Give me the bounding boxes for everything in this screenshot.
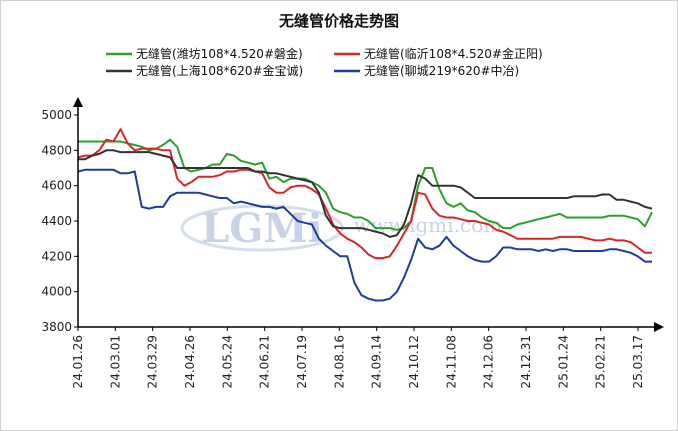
x-tick-label: 24.04.26 [183,335,197,388]
y-tick-label: 5000 [41,108,72,122]
x-tick-label: 24.09.14 [370,335,384,388]
x-tick-label: 24.03.01 [108,335,122,388]
x-tick-label: 24.12.06 [482,335,496,388]
x-tick-label: 24.06.21 [258,335,272,388]
x-tick-label: 25.01.24 [556,335,570,388]
y-tick-label: 4200 [41,249,72,263]
x-axis-ticks: 24.01.26 24.03.01 24.03.29 24.04.26 24.05.24… [71,327,645,388]
legend-label-1: 无缝管(临沂108*4.520#金正阳) [364,46,543,61]
x-tick-label: 24.10.12 [407,335,421,388]
legend-label-2: 无缝管(上海108*620#金宝诚) [136,63,303,78]
y-tick-label: 3800 [41,320,72,334]
legend: 无缝管(潍坊108*4.520#磐金) 无缝管(临沂108*4.520#金正阳) 无… [106,46,543,78]
series-line-1 [77,128,652,260]
x-tick-label: 24.12.31 [519,335,533,388]
y-tick-label: 4400 [41,214,72,228]
x-tick-label: 24.05.24 [220,335,234,388]
y-tick-label: 4000 [41,285,72,299]
y-tick-label: 4800 [41,143,72,157]
watermark-logo-text: LGMi [201,205,323,252]
legend-label-3: 无缝管(聊城219*620#中冶) [364,63,519,78]
x-tick-label: 24.07.19 [295,335,309,388]
chart-title: 无缝管价格走势图 [278,12,399,30]
y-tick-label: 4600 [41,179,72,193]
x-tick-label: 25.02.21 [594,335,608,388]
x-tick-label: 24.11.08 [444,335,458,388]
x-tick-label: 24.03.29 [146,335,160,388]
series-line-2 [78,149,653,238]
x-tick-label: 25.03.17 [631,335,645,388]
x-tick-label: 24.08.16 [332,335,346,388]
y-axis-arrow-icon [73,97,83,107]
x-axis-arrow-icon [654,322,664,332]
axes [73,97,664,332]
legend-label-0: 无缝管(潍坊108*4.520#磐金) [136,46,303,61]
series-line-0 [78,138,653,231]
series-lines [77,128,653,302]
x-tick-label: 24.01.26 [71,335,85,388]
series-line-3 [77,168,652,302]
y-axis-ticks: 3800 4000 4200 4400 4600 4800 5000 [41,108,78,334]
